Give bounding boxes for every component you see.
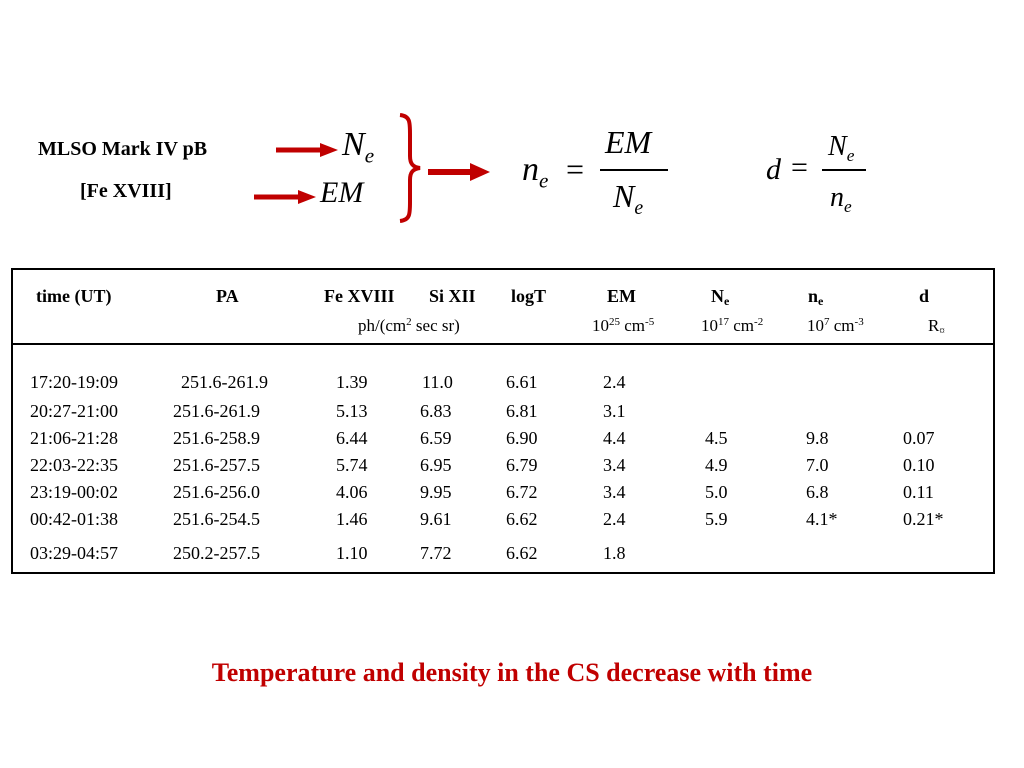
header-time: time (UT) [36, 286, 112, 306]
results-table [11, 268, 995, 574]
table-cell-d: 0.11 [903, 482, 934, 502]
table-cell-pa: 251.6-258.9 [173, 428, 260, 448]
conclusion-text: Temperature and density in the CS decrea… [211, 658, 813, 687]
table-cell-pa: 251.6-261.9 [181, 372, 268, 392]
table-cell-pa: 251.6-257.5 [173, 455, 260, 475]
table-cell-time: 00:42-01:38 [30, 509, 118, 529]
table-cell-em: 3.1 [603, 401, 626, 421]
table-cell-logt: 6.62 [506, 543, 538, 563]
table-cell-n: 9.8 [806, 428, 829, 448]
header-ne: Ne [711, 286, 730, 308]
table-cell-time: 03:29-04:57 [30, 543, 118, 563]
table-cell-si-xii: 9.95 [420, 482, 452, 502]
header-n: ne [808, 286, 824, 308]
table-cell-si-xii: 6.83 [420, 401, 452, 421]
table-cell-logt: 6.62 [506, 509, 538, 529]
table-cell-si-xii: 11.0 [422, 372, 453, 392]
right-brace-icon [399, 113, 421, 223]
table-cell-d: 0.10 [903, 455, 935, 475]
em-symbol: EM [320, 176, 364, 209]
header-d: d [919, 286, 930, 306]
table-cell-fe-xviii: 1.10 [336, 543, 368, 563]
table-cell-pa: 250.2-257.5 [173, 543, 260, 563]
table-cell-si-xii: 6.59 [420, 428, 452, 448]
table-cell-ne: 5.9 [705, 509, 728, 529]
ne-symbol: Ne [342, 126, 375, 168]
header-em: EM [607, 286, 636, 306]
unit-ne: 1017 cm-2 [701, 316, 764, 335]
table-cell-em: 2.4 [603, 509, 626, 529]
table-cell-logt: 6.81 [506, 401, 538, 421]
table-cell-logt: 6.72 [506, 482, 538, 502]
table-cell-n: 7.0 [806, 455, 829, 475]
table-cell-em: 3.4 [603, 455, 626, 475]
table-cell-logt: 6.79 [506, 455, 538, 475]
table-cell-d: 0.21* [903, 509, 944, 529]
table-cell-logt: 6.61 [506, 372, 538, 392]
table-cell-fe-xviii: 5.13 [336, 401, 368, 421]
table-cell-logt: 6.90 [506, 428, 538, 448]
table-cell-time: 21:06-21:28 [30, 428, 118, 448]
table-cell-n: 4.1* [806, 509, 838, 529]
source-label-mlso: MLSO Mark IV pB [38, 138, 208, 160]
table-cell-fe-xviii: 1.39 [336, 372, 368, 392]
arrow-right-icon [428, 163, 490, 181]
table-cell-si-xii: 9.61 [420, 509, 452, 529]
table-cell-pa: 251.6-261.9 [173, 401, 260, 421]
table-cell-time: 17:20-19:09 [30, 372, 118, 392]
table-cell-ne: 5.0 [705, 482, 728, 502]
table-cell-pa: 251.6-254.5 [173, 509, 260, 529]
unit-n: 107 cm-3 [807, 316, 864, 335]
table-cell-si-xii: 6.95 [420, 455, 452, 475]
unit-d: R¤ [928, 316, 945, 337]
table-cell-time: 20:27-21:00 [30, 401, 118, 421]
header-si-xii: Si XII [429, 286, 476, 306]
table-cell-n: 6.8 [806, 482, 829, 502]
table-cell-fe-xviii: 5.74 [336, 455, 368, 475]
table-cell-ne: 4.9 [705, 455, 728, 475]
arrow-right-icon [276, 143, 338, 157]
table-cell-time: 22:03-22:35 [30, 455, 118, 475]
table-cell-fe-xviii: 6.44 [336, 428, 368, 448]
table-cell-si-xii: 7.72 [420, 543, 452, 563]
header-fe-xviii: Fe XVIII [324, 286, 395, 306]
table-cell-time: 23:19-00:02 [30, 482, 118, 502]
table-cell-em: 1.8 [603, 543, 626, 563]
table-cell-em: 4.4 [603, 428, 626, 448]
table-cell-fe-xviii: 1.46 [336, 509, 368, 529]
source-label-fe-xviii: [Fe XVIII] [80, 180, 172, 202]
table-cell-fe-xviii: 4.06 [336, 482, 368, 502]
header-pa: PA [216, 286, 239, 306]
header-logt: logT [511, 286, 547, 306]
table-header-divider [11, 343, 995, 345]
arrow-right-icon [254, 190, 316, 204]
table-cell-em: 3.4 [603, 482, 626, 502]
table-cell-d: 0.07 [903, 428, 935, 448]
table-cell-pa: 251.6-256.0 [173, 482, 260, 502]
table-cell-em: 2.4 [603, 372, 626, 392]
table-cell-ne: 4.5 [705, 428, 728, 448]
unit-em: 1025 cm-5 [592, 316, 655, 335]
unit-intensity: ph/(cm2 sec sr) [358, 316, 460, 335]
